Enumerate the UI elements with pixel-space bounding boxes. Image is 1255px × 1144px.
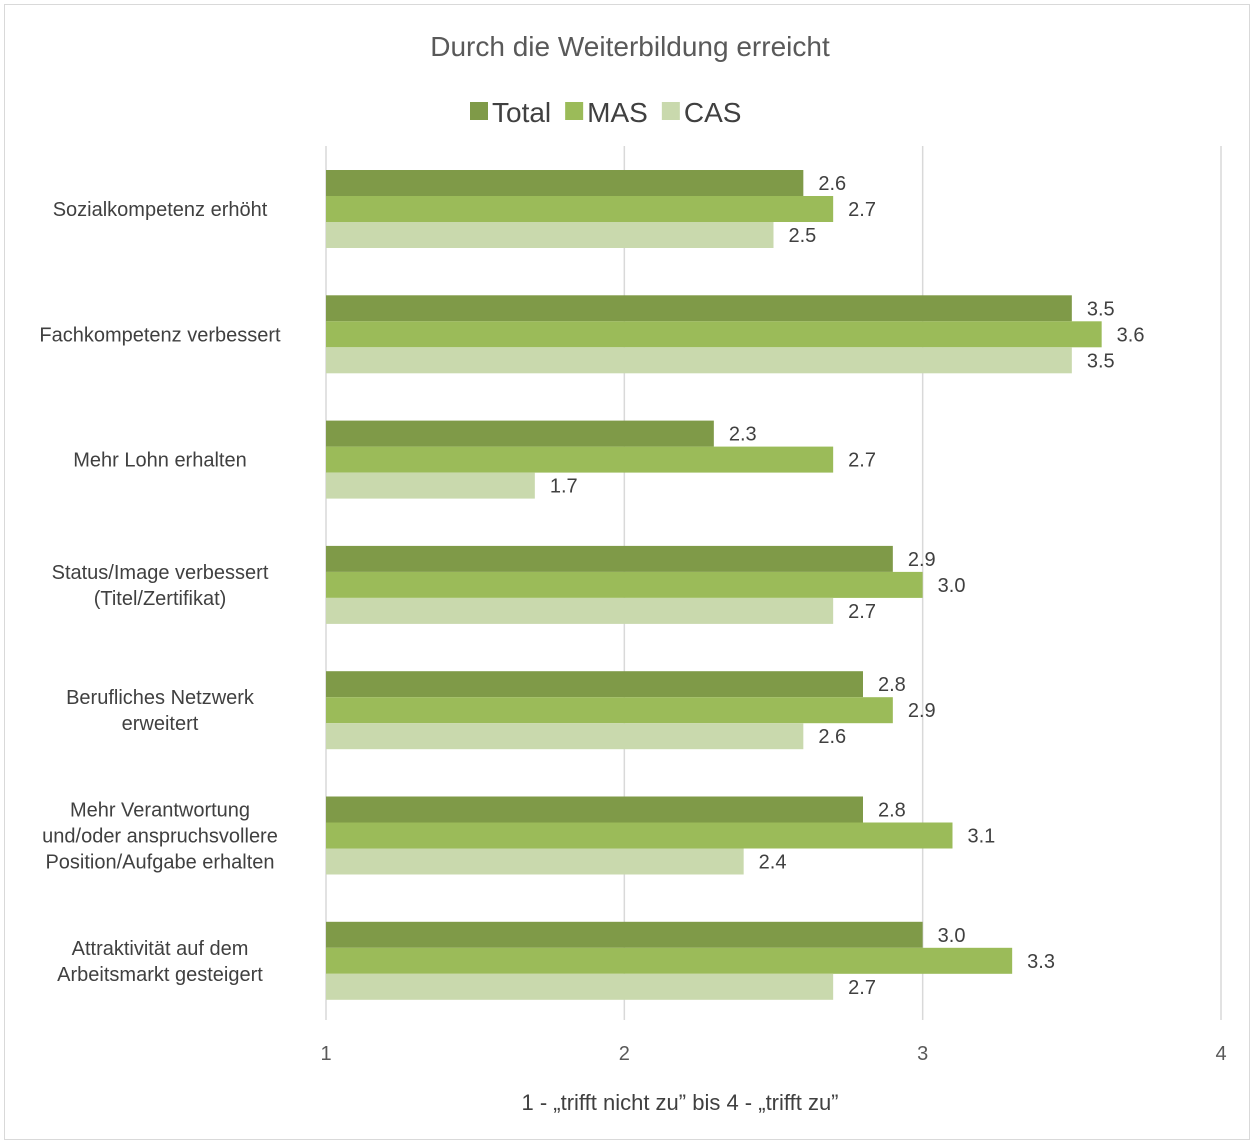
data-label: 2.9 <box>908 700 936 722</box>
data-label: 1.7 <box>550 476 578 498</box>
data-label: 2.7 <box>848 977 876 999</box>
bar <box>326 446 834 473</box>
tick-labels: 1 2 3 4 <box>320 1043 1226 1065</box>
data-label: 3.0 <box>938 925 966 947</box>
legend-label: CAS <box>684 97 742 128</box>
data-label: 2.6 <box>818 173 846 195</box>
bar <box>326 295 1072 322</box>
legend-swatch <box>661 102 680 120</box>
category-label: Berufliches Netzwerk <box>66 687 255 709</box>
bar <box>326 973 834 1000</box>
bars <box>326 170 1102 1000</box>
data-label: 2.8 <box>878 800 906 822</box>
data-label: 3.1 <box>968 826 996 848</box>
bar <box>326 196 834 222</box>
bar <box>326 222 774 248</box>
bar <box>326 420 714 447</box>
value-labels: 2.62.72.53.53.63.52.32.71.72.93.02.72.82… <box>550 173 1145 999</box>
category-label: Position/Aufgabe erhalten <box>45 852 274 874</box>
data-label: 2.8 <box>878 674 906 696</box>
bar <box>326 347 1072 374</box>
bar <box>326 545 893 572</box>
category-label: Arbeitsmarkt gesteigert <box>57 964 263 986</box>
bar <box>326 921 923 948</box>
data-label: 2.5 <box>789 225 817 247</box>
data-label: 2.4 <box>759 852 787 874</box>
bar <box>326 571 923 598</box>
x-tick-label: 4 <box>1215 1043 1226 1065</box>
bar <box>326 848 744 875</box>
bar <box>326 170 804 196</box>
category-label: Status/Image verbessert <box>52 562 269 584</box>
data-label: 2.7 <box>848 601 876 623</box>
data-label: 2.3 <box>729 424 757 446</box>
legend: Total MAS CAS <box>470 97 741 128</box>
bar <box>326 796 863 823</box>
category-label: Fachkompetenz verbessert <box>39 324 281 346</box>
data-label: 3.5 <box>1087 298 1115 320</box>
bar <box>326 597 834 624</box>
x-tick-label: 3 <box>917 1043 928 1065</box>
chart-title: Durch die Weiterbildung erreicht <box>430 31 830 62</box>
x-tick-label: 2 <box>619 1043 630 1065</box>
legend-label: MAS <box>587 97 648 128</box>
legend-label: Total <box>492 97 551 128</box>
legend-swatch <box>565 102 584 120</box>
category-label: (Titel/Zertifikat) <box>94 588 227 610</box>
data-label: 2.7 <box>848 199 876 221</box>
category-label: Attraktivität auf dem <box>72 938 249 960</box>
bar <box>326 947 1013 974</box>
data-label: 3.3 <box>1027 951 1055 973</box>
bar <box>326 321 1102 348</box>
bar <box>326 822 953 849</box>
data-label: 3.0 <box>938 575 966 597</box>
data-label: 3.6 <box>1117 324 1145 346</box>
category-labels: Sozialkompetenz erhöht Fachkompetenz verb… <box>39 199 281 986</box>
legend-swatch <box>470 102 488 120</box>
data-label: 2.6 <box>818 726 846 748</box>
x-axis-title: 1 - „trifft nicht zu” bis 4 - „trifft zu… <box>521 1090 838 1115</box>
category-label: erweitert <box>122 713 199 735</box>
category-label: und/oder anspruchsvollere <box>42 826 278 848</box>
category-label: Mehr Lohn erhalten <box>73 450 246 472</box>
data-label: 3.5 <box>1087 350 1115 372</box>
bar <box>326 697 893 724</box>
bar <box>326 723 804 750</box>
x-tick-label: 1 <box>320 1043 331 1065</box>
bar <box>326 472 535 499</box>
data-label: 2.9 <box>908 549 936 571</box>
data-label: 2.7 <box>848 450 876 472</box>
category-label: Sozialkompetenz erhöht <box>53 199 268 221</box>
category-label: Mehr Verantwortung <box>70 800 250 822</box>
bar <box>326 671 863 698</box>
